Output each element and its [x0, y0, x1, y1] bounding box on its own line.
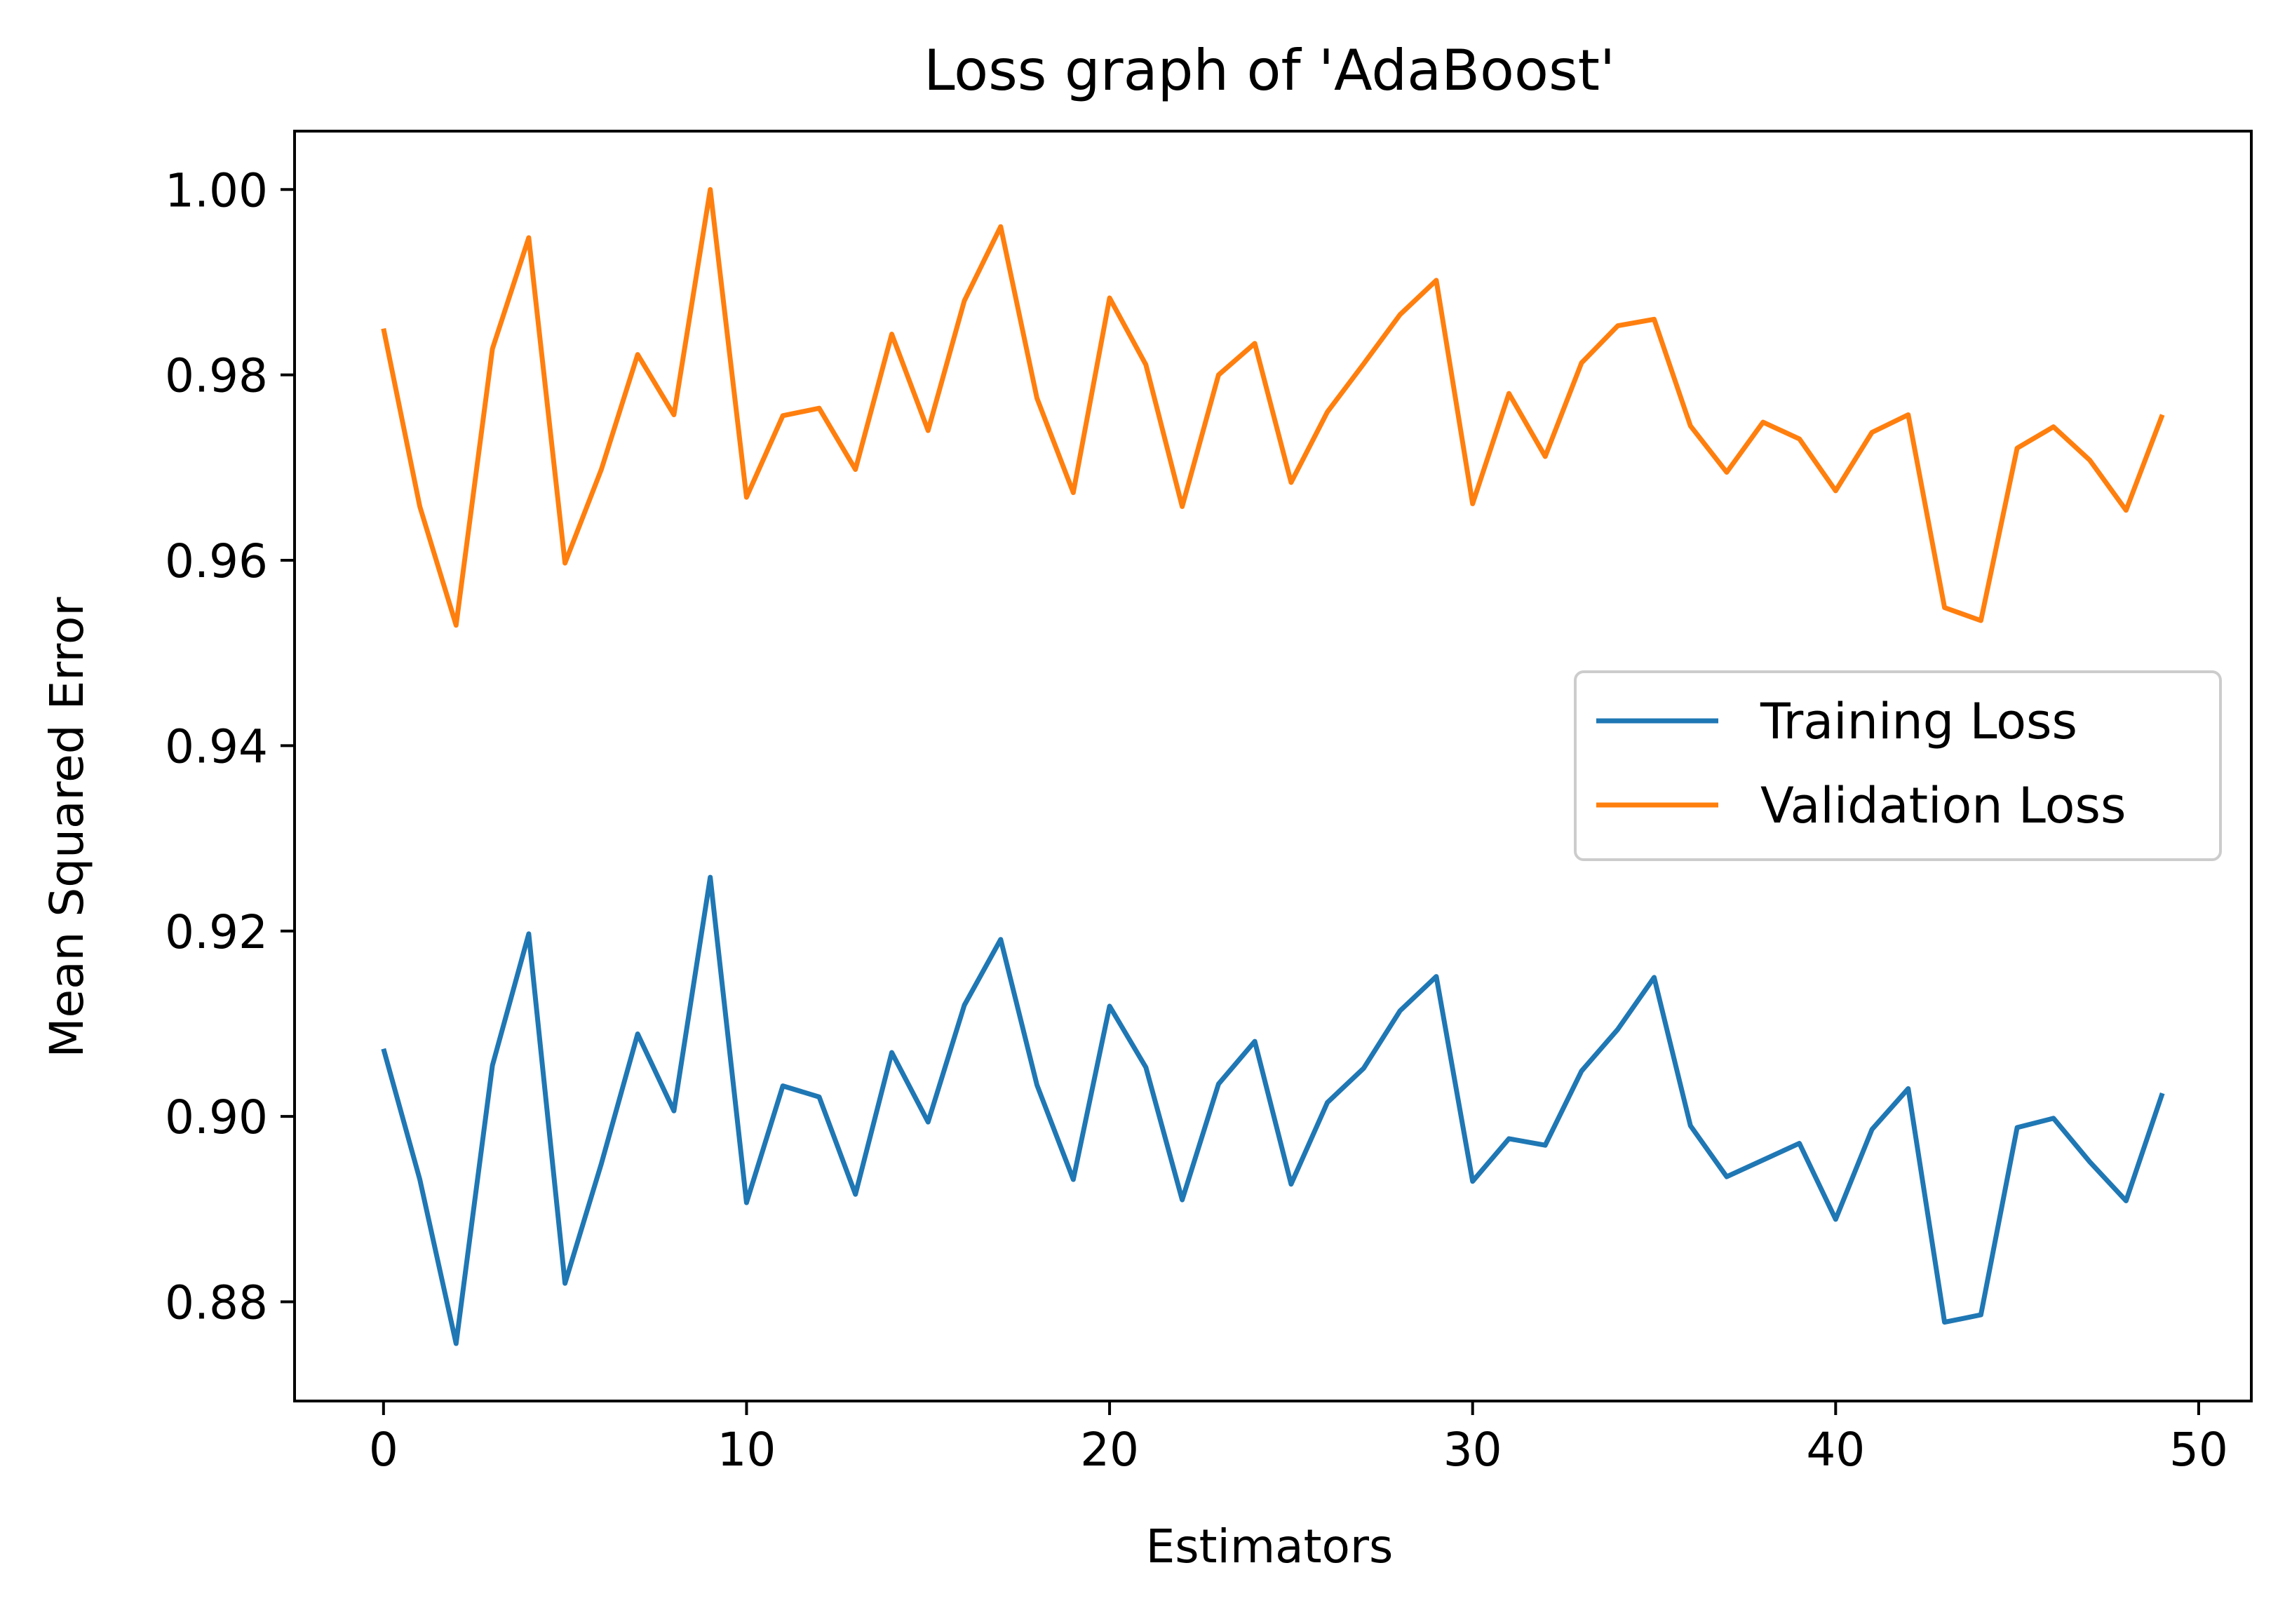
x-axis-label: Estimators	[1146, 1520, 1394, 1574]
training-loss-line	[381, 874, 2165, 1346]
y-tick-label: 0.98	[165, 349, 268, 403]
x-tick-label: 50	[2169, 1423, 2228, 1477]
plot-series	[381, 187, 2165, 1346]
y-tick-label: 0.92	[165, 905, 268, 959]
y-tick-label: 0.96	[165, 534, 268, 588]
legend-label-validation: Validation Loss	[1760, 777, 2126, 834]
legend-box	[1574, 670, 2222, 861]
x-tick-label: 10	[717, 1423, 776, 1477]
x-tick-label: 40	[1806, 1423, 1865, 1477]
legend: Training Loss Validation Loss	[1574, 670, 2222, 861]
validation-loss-line	[381, 187, 2165, 628]
y-tick-label: 0.88	[165, 1276, 268, 1330]
y-tick-label: 1.00	[165, 163, 268, 217]
x-tick-label: 30	[1443, 1423, 1502, 1477]
y-tick-label: 0.94	[165, 719, 268, 773]
plot-area-frame	[293, 130, 2253, 1402]
axis-ticks: 0 10 20 30 40 50 0.88 0.90 0.92 0.94 0.96 0.98 1.00	[165, 163, 2228, 1477]
x-tick-label: 20	[1080, 1423, 1139, 1477]
y-axis-label: Mean Squared Error	[40, 597, 94, 1058]
x-tick-label: 0	[369, 1423, 398, 1477]
legend-label-training: Training Loss	[1760, 693, 2077, 750]
y-tick-label: 0.90	[165, 1090, 268, 1144]
chart-title: Loss graph of 'AdaBoost'	[924, 38, 1615, 103]
